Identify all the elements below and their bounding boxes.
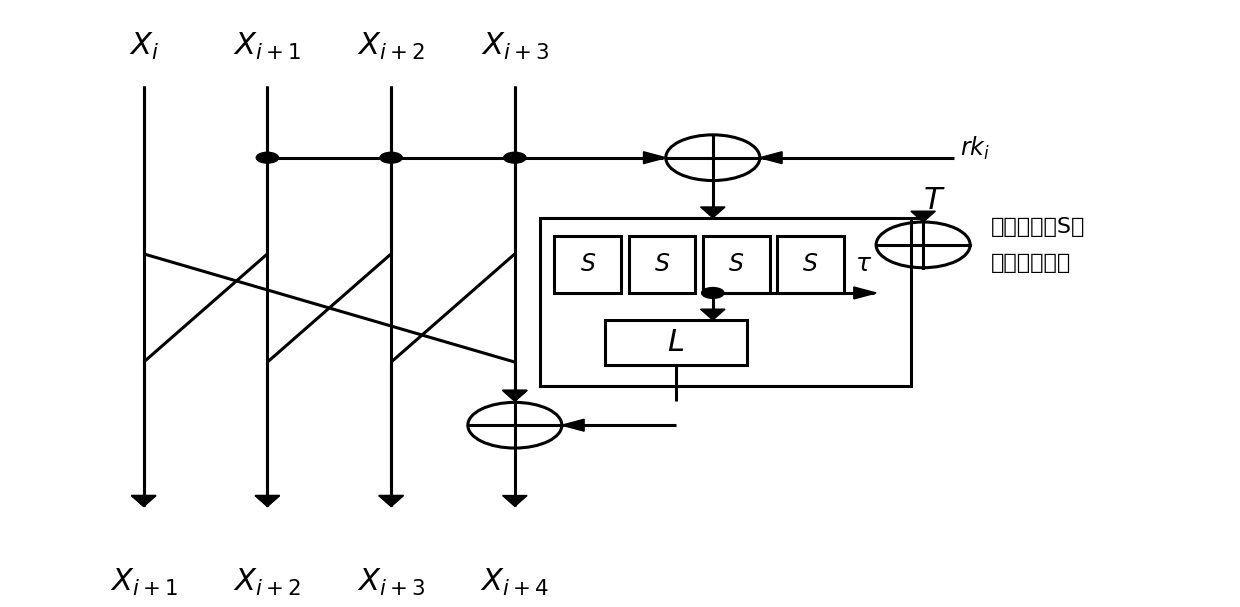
- Circle shape: [257, 152, 279, 163]
- Polygon shape: [701, 207, 725, 218]
- Circle shape: [503, 152, 526, 163]
- Polygon shape: [701, 309, 725, 320]
- Text: $T$: $T$: [923, 186, 946, 215]
- Text: $L$: $L$: [667, 328, 684, 357]
- Polygon shape: [502, 390, 527, 401]
- Text: $\tau$: $\tau$: [856, 253, 872, 276]
- Bar: [554, 236, 621, 293]
- Text: $X_{i+1}$: $X_{i+1}$: [233, 30, 301, 61]
- Text: $X_{i+3}$: $X_{i+3}$: [481, 30, 549, 61]
- Polygon shape: [502, 390, 527, 401]
- Bar: [629, 236, 696, 293]
- Polygon shape: [502, 495, 527, 506]
- Polygon shape: [379, 495, 403, 506]
- Bar: [605, 320, 746, 365]
- Text: $S$: $S$: [653, 253, 670, 276]
- Polygon shape: [760, 152, 782, 164]
- Polygon shape: [379, 495, 403, 506]
- Bar: [777, 236, 844, 293]
- Circle shape: [379, 152, 402, 163]
- Polygon shape: [562, 419, 584, 431]
- Circle shape: [702, 288, 724, 299]
- Text: $X_{i+2}$: $X_{i+2}$: [357, 30, 425, 61]
- Bar: [539, 218, 910, 386]
- Text: $X_{i+1}$: $X_{i+1}$: [109, 566, 177, 597]
- Polygon shape: [255, 495, 280, 506]
- Text: $X_{i+4}$: $X_{i+4}$: [480, 566, 549, 597]
- Polygon shape: [131, 495, 156, 506]
- Text: $X_i$: $X_i$: [129, 30, 159, 61]
- Polygon shape: [911, 211, 935, 222]
- Bar: [703, 236, 770, 293]
- Text: $S$: $S$: [580, 253, 596, 276]
- Text: $S$: $S$: [728, 253, 744, 276]
- Polygon shape: [131, 495, 156, 506]
- Polygon shape: [644, 152, 666, 164]
- Text: $rk_i$: $rk_i$: [960, 135, 990, 162]
- Text: $X_{i+3}$: $X_{i+3}$: [357, 566, 425, 597]
- Polygon shape: [255, 495, 280, 506]
- Text: $S$: $S$: [802, 253, 818, 276]
- Text: 攻击对象为S盒: 攻击对象为S盒: [991, 217, 1085, 237]
- Text: $X_{i+2}$: $X_{i+2}$: [233, 566, 301, 597]
- Text: 输入输出异或: 输入输出异或: [991, 253, 1071, 273]
- Polygon shape: [854, 287, 877, 299]
